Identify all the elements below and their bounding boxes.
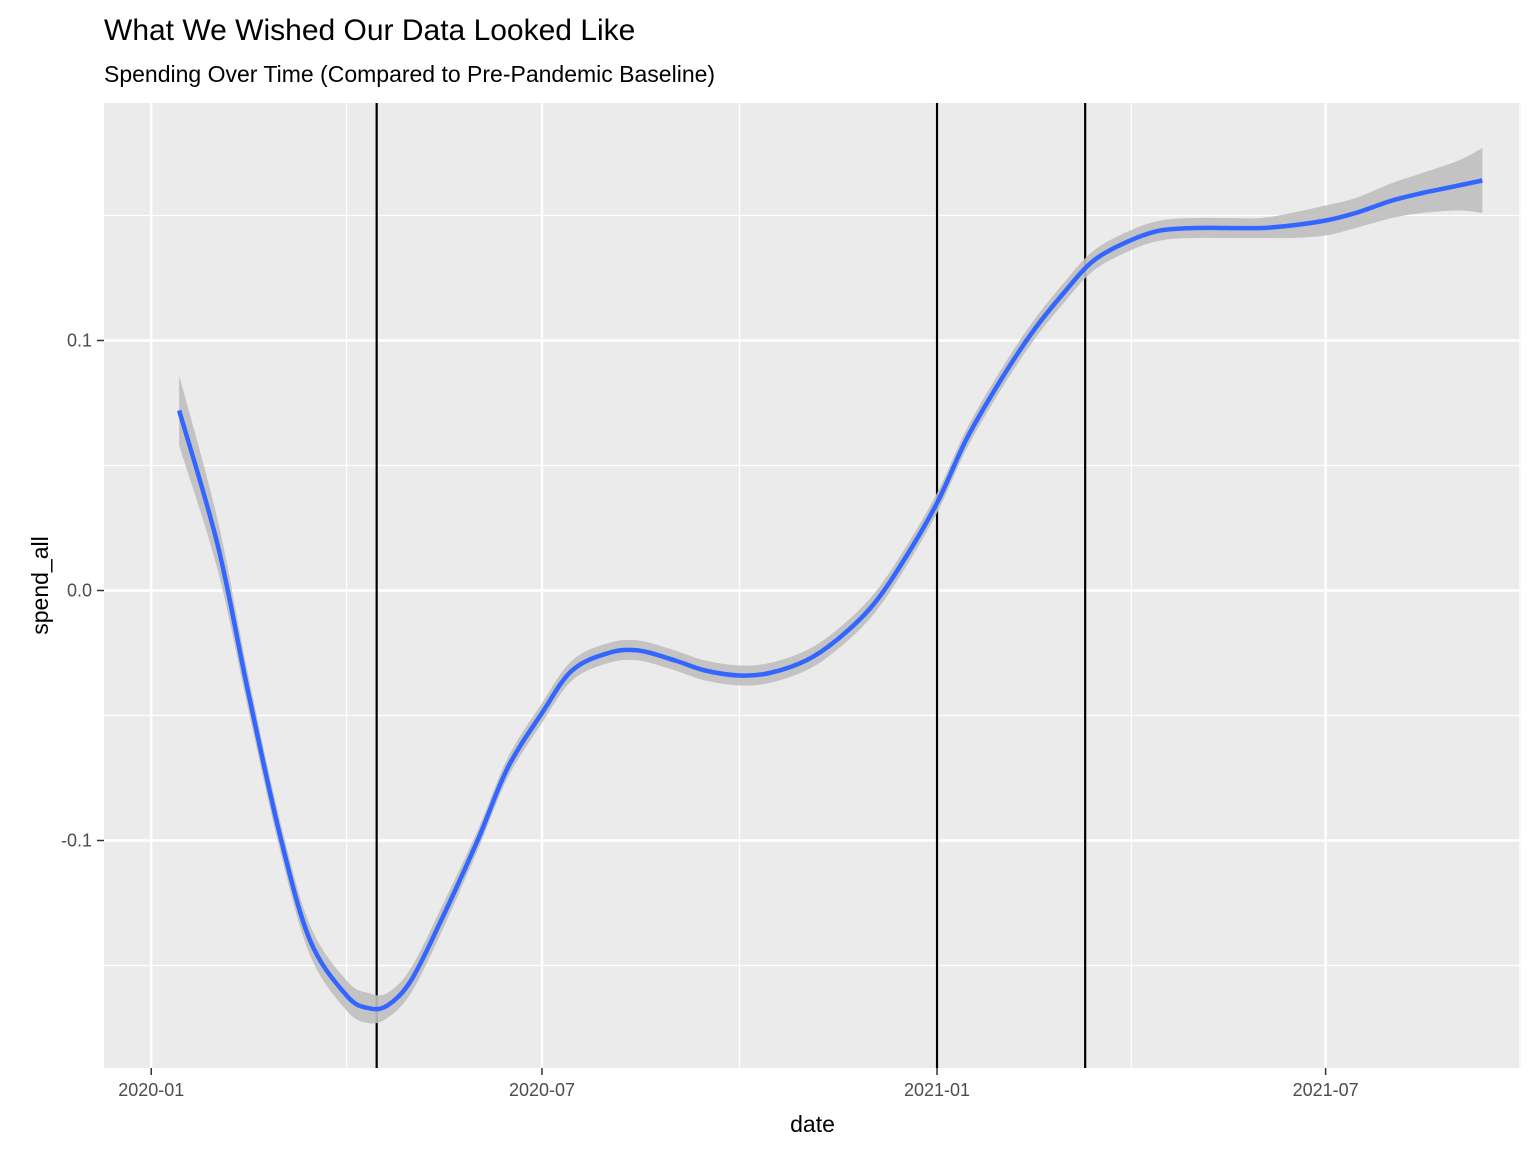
x-axis: 2020-01 2020-07 2021-01 2021-07 — [118, 1068, 1359, 1100]
x-tick-label: 2021-01 — [904, 1080, 970, 1100]
y-axis: -0.1 0.0 0.1 — [61, 331, 104, 851]
chart-subtitle: Spending Over Time (Compared to Pre-Pand… — [104, 61, 715, 87]
smooth-line — [176, 178, 1483, 1012]
x-tick-label: 2020-07 — [509, 1080, 575, 1100]
chart-title: What We Wished Our Data Looked Like — [104, 14, 635, 47]
minor-gridlines — [104, 103, 1521, 1068]
y-tick-label: 0.1 — [67, 331, 92, 351]
x-axis-title: date — [790, 1111, 835, 1137]
plot-panel — [104, 103, 1521, 1068]
y-tick-label: 0.0 — [67, 581, 92, 601]
y-tick-label: -0.1 — [61, 831, 92, 851]
x-tick-label: 2021-07 — [1293, 1080, 1359, 1100]
y-axis-title: spend_all — [27, 536, 53, 634]
x-tick-label: 2020-01 — [118, 1080, 184, 1100]
